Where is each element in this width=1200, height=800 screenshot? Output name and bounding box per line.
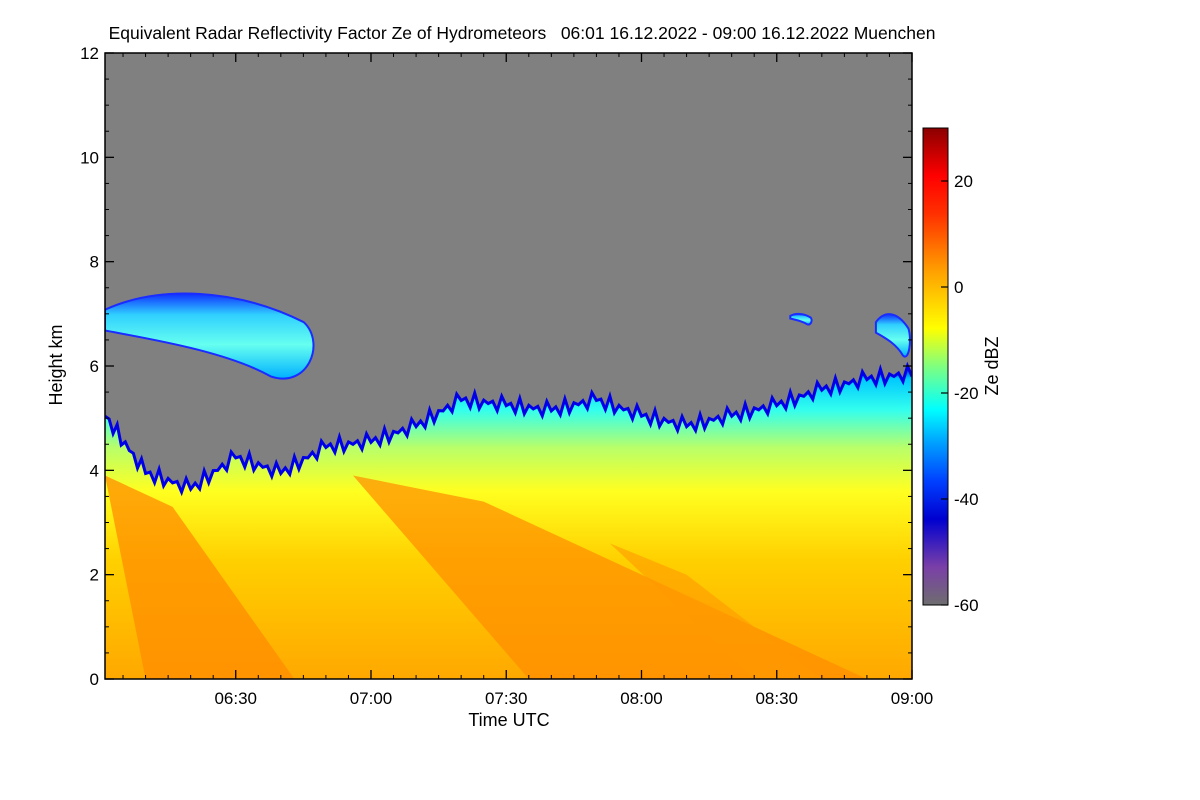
y-tick-label: 6 [90,357,99,376]
cloud-layer [789,312,813,326]
colorbar-tick-label: -60 [954,596,979,615]
colorbar-tick-label: -20 [954,384,979,403]
colorbar-tick-label: 20 [954,172,973,191]
colorbar-axis: -60 -40 -20 0 20 [941,172,979,615]
x-tick-label: 07:00 [350,689,393,708]
x-tick-label: 08:30 [755,689,798,708]
fall-streak [105,475,295,679]
colorbar-tick-label: -40 [954,490,979,509]
x-axis: 06:30 07:00 07:30 08:00 08:30 09:00 [122,53,934,708]
colorbar [922,127,949,606]
colorbar-tick-label: 0 [954,278,963,297]
echo-top-edge [105,361,912,497]
chart-title: Equivalent Radar Reflectivity Factor Ze … [109,23,936,43]
y-tick-label: 2 [90,566,99,585]
colorbar-label: Ze dBZ [982,336,1002,395]
x-tick-label: 09:00 [891,689,934,708]
y-axis-label: Height km [46,324,66,405]
x-axis-label: Time UTC [468,710,549,730]
y-tick-label: 0 [90,670,99,689]
y-tick-label: 4 [90,461,99,480]
fall-streak [609,543,822,679]
x-tick-label: 08:00 [620,689,663,708]
y-tick-label: 12 [80,44,99,63]
x-tick-label: 07:30 [485,689,528,708]
plot-area [105,53,912,679]
upper-cloud-layers [105,292,911,380]
y-tick-label: 8 [90,253,99,272]
cloud-layer [105,292,315,380]
y-tick-label: 10 [80,148,99,167]
x-tick-label: 06:30 [214,689,257,708]
cloud-layer [874,313,911,358]
y-axis: 0 2 4 6 8 10 12 [80,44,912,689]
